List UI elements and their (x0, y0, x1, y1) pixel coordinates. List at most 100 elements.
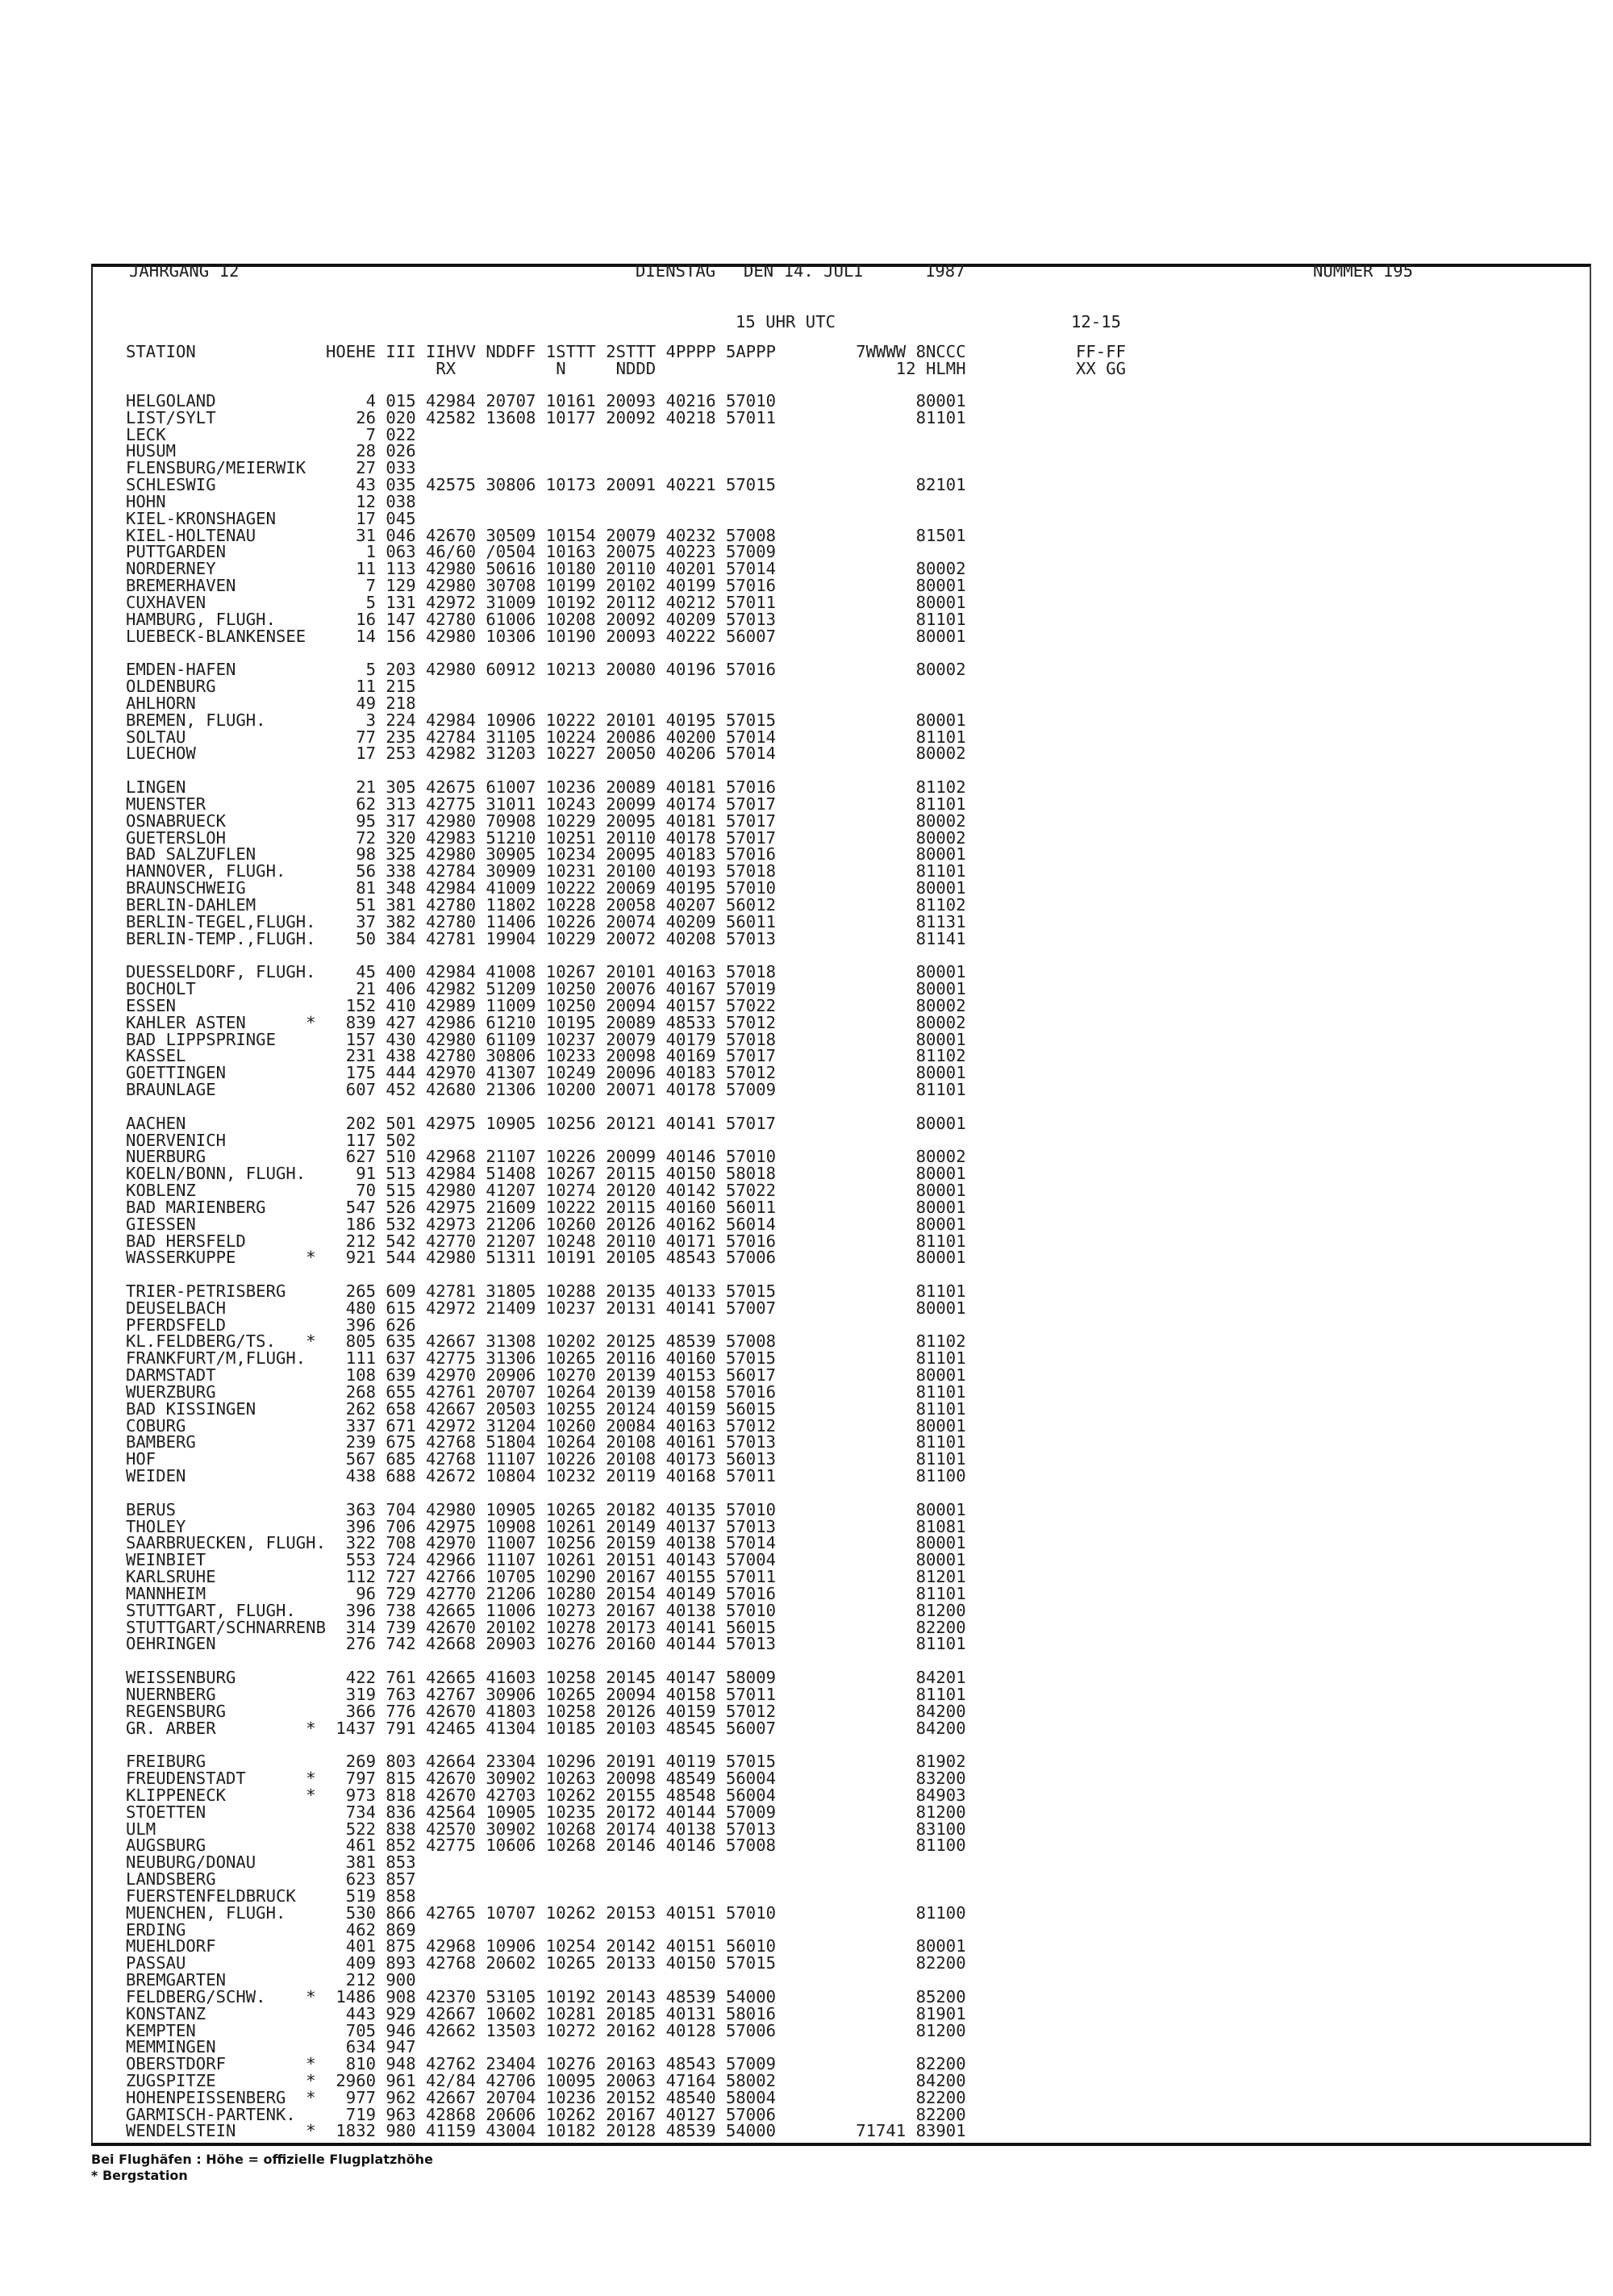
cell-4pppp: 40193 (665, 861, 716, 881)
cell-5appp: 57016 (726, 576, 776, 596)
cell-5appp: 57014 (726, 744, 776, 764)
cell-hoehe: 567 (345, 1449, 376, 1469)
cell-iii: 325 (386, 844, 416, 865)
cell-hoehe: 175 (345, 1063, 376, 1083)
cell-1sttt: 10254 (545, 1936, 596, 1956)
cell-1sttt: 10192 (545, 1986, 596, 2006)
cell-5appp: 57011 (726, 1466, 776, 1486)
cell-hoehe: 1486 (336, 1986, 376, 2006)
cell-1sttt: 10222 (545, 1197, 596, 1217)
cell-iii: 400 (386, 962, 416, 982)
cell-1sttt: 10290 (545, 1567, 596, 1587)
cell-1sttt: 10226 (545, 1449, 596, 1469)
cell-iii: 382 (386, 911, 416, 931)
cell-2sttt: 20110 (606, 1231, 656, 1251)
cell-station: SAARBRUECKEN, FLUGH. (126, 1533, 326, 1553)
cell-8nccc: 81100 (915, 1836, 966, 1856)
cell-1sttt: 10265 (545, 1953, 596, 1973)
cell-5appp: 54000 (726, 1986, 776, 2006)
cell-nddff: 30806 (486, 475, 536, 495)
cell-hoehe: 51 (356, 894, 376, 915)
cell-5appp: 56007 (726, 1718, 776, 1738)
cell-hoehe: 5 (365, 660, 376, 680)
cell-1sttt: 10235 (545, 1802, 596, 1822)
cell-nddff: 61109 (486, 1029, 536, 1049)
cell-hoehe: 276 (345, 1634, 376, 1654)
cell-hoehe: 49 (356, 693, 376, 713)
cell-station: BREMERHAVEN (126, 576, 236, 596)
cell-hoehe: 212 (345, 1970, 376, 1990)
cell-hoehe: 202 (345, 1113, 376, 1133)
cell-1sttt: 10256 (545, 1533, 596, 1553)
cell-hoehe: 95 (356, 810, 376, 831)
cell-station: GIESSEN (126, 1214, 196, 1234)
cell-hoehe: 553 (345, 1550, 376, 1570)
column-header-2sttt: 2STTT (606, 342, 656, 361)
cell-1sttt: 10232 (545, 1466, 596, 1486)
cell-5appp: 57010 (726, 1147, 776, 1167)
cell-station: BAD MARIENBERG (126, 1197, 266, 1217)
cell-4pppp: 40159 (665, 1398, 716, 1419)
cell-station: KONSTANZ (126, 2003, 206, 2023)
cell-iii: 515 (386, 1181, 416, 1200)
cell-hoehe: 705 (345, 2020, 376, 2040)
cell-hoehe: 262 (345, 1398, 376, 1419)
cell-nddff: 70908 (486, 810, 536, 831)
cell-1sttt: 10208 (545, 609, 596, 629)
cell-hoehe: 269 (345, 1752, 376, 1772)
cell-iihvv: 42970 (426, 1533, 476, 1553)
cell-2sttt: 20108 (606, 1449, 656, 1469)
cell-1sttt: 10258 (545, 1701, 596, 1721)
cell-station: KL.FELDBERG/TS. (126, 1331, 276, 1352)
cell-2sttt: 20069 (606, 878, 656, 898)
cell-iii: 317 (386, 810, 416, 831)
cell-4pppp: 40209 (665, 609, 716, 629)
cell-mark: * (306, 1785, 316, 1805)
cell-4pppp: 40218 (665, 407, 716, 427)
cell-iii: 852 (386, 1836, 416, 1856)
cell-8nccc: 80001 (915, 1029, 966, 1049)
cell-station: NORDERNEY (126, 559, 216, 579)
cell-station: AUGSBURG (126, 1836, 206, 1856)
cell-station: KASSEL (126, 1046, 186, 1066)
cell-nddff: 31308 (486, 1331, 536, 1352)
cell-8nccc: 81101 (915, 727, 966, 747)
cell-4pppp: 48543 (665, 2054, 716, 2074)
cell-iihvv: 42781 (426, 1281, 476, 1301)
cell-nddff: 61210 (486, 1012, 536, 1032)
cell-8nccc: 80002 (915, 995, 966, 1015)
cell-4pppp: 40160 (665, 1348, 716, 1369)
cell-station: KAHLER ASTEN (126, 1012, 246, 1032)
cell-nddff: 21206 (486, 1583, 536, 1603)
cell-station: BERLIN-TEMP.,FLUGH. (126, 928, 316, 948)
cell-nddff: 41307 (486, 1063, 536, 1083)
cell-iii: 501 (386, 1113, 416, 1133)
cell-iihvv: 42970 (426, 1365, 476, 1386)
cell-iii: 727 (386, 1567, 416, 1587)
cell-station: BOCHOLT (126, 979, 196, 999)
cell-iihvv: 42784 (426, 727, 476, 747)
cell-8nccc: 80002 (915, 1147, 966, 1167)
cell-nddff: 13608 (486, 407, 536, 427)
cell-5appp: 57009 (726, 2054, 776, 2074)
cell-iii: 430 (386, 1029, 416, 1049)
cell-8nccc: 80002 (915, 559, 966, 579)
cell-hoehe: 810 (345, 2054, 376, 2074)
cell-iihvv: 42/84 (426, 2071, 476, 2090)
cell-8nccc: 80002 (915, 744, 966, 764)
cell-8nccc: 80002 (915, 827, 966, 848)
cell-4pppp: 40146 (665, 1836, 716, 1856)
cell-iihvv: 42670 (426, 1617, 476, 1637)
cell-station: HOHN (126, 491, 166, 511)
cell-8nccc: 81200 (915, 2020, 966, 2040)
cell-5appp: 57006 (726, 2020, 776, 2040)
cell-2sttt: 20086 (606, 727, 656, 747)
cell-8nccc: 83100 (915, 1819, 966, 1839)
cell-hoehe: 2960 (336, 2071, 376, 2090)
cell-5appp: 57012 (726, 1012, 776, 1032)
cell-iihvv: 42972 (426, 592, 476, 612)
cell-iii: 980 (386, 2121, 416, 2141)
cell-hoehe: 43 (356, 475, 376, 495)
cell-nddff: 30509 (486, 525, 536, 545)
cell-4pppp: 40143 (665, 1550, 716, 1570)
